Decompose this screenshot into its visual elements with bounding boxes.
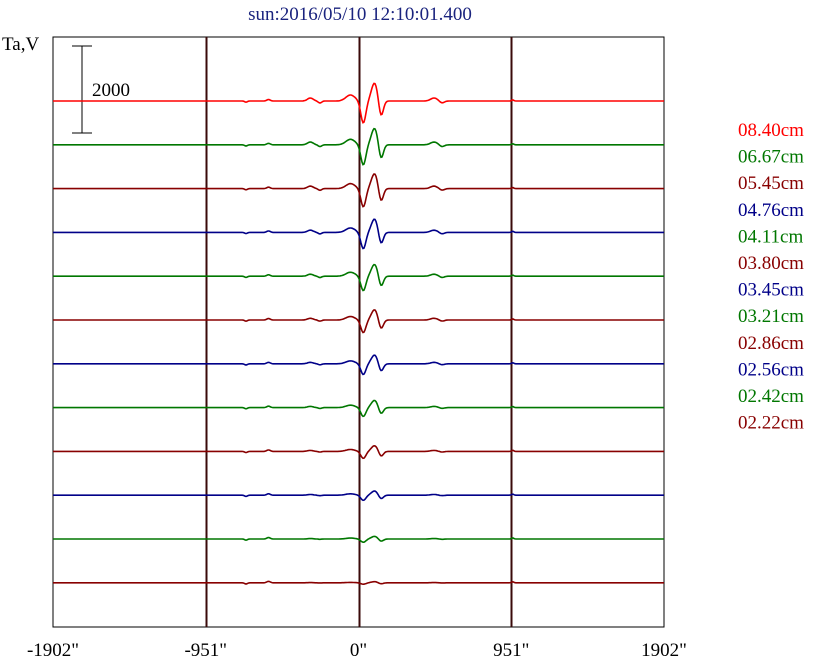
series-line-02.86cm [53,444,664,460]
legend-entry: 02.22cm [738,413,804,434]
series-line-08.40cm [53,82,664,124]
series-line-02.56cm [53,490,664,502]
legend-entry: 02.56cm [738,359,804,380]
legend-entry: 03.21cm [738,306,804,327]
series-line-02.22cm [53,580,664,585]
x-tick-label: 1902" [641,640,687,661]
series-line-03.45cm [53,354,664,376]
series-line-04.11cm [53,263,664,292]
legend-entry: 05.45cm [738,173,804,194]
legend-entry: 04.11cm [738,226,803,247]
scale-bar-label: 2000 [92,80,130,101]
x-tick-label: -1902" [27,640,79,661]
legend-entry: 02.86cm [738,333,804,354]
legend-entry: 02.42cm [738,386,804,407]
legend-entry: 08.40cm [738,120,804,141]
series-line-02.42cm [53,535,664,543]
legend-entry: 03.80cm [738,253,804,274]
x-tick-label: 0" [350,640,367,661]
x-tick-label: -951" [184,640,227,661]
series-line-03.80cm [53,309,664,334]
series-line-03.21cm [53,399,664,418]
legend-entry: 03.45cm [738,280,804,301]
series-line-05.45cm [53,173,664,208]
y-axis-label: Ta,V [2,34,39,55]
legend-entry: 06.67cm [738,147,804,168]
chart-title: sun:2016/05/10 12:10:01.400 [248,4,472,25]
scale-bar: 2000 [72,45,130,134]
legend-entry: 04.76cm [738,200,804,221]
series-line-06.67cm [53,127,664,166]
x-tick-label: 951" [493,640,529,661]
series-line-04.76cm [53,218,664,250]
